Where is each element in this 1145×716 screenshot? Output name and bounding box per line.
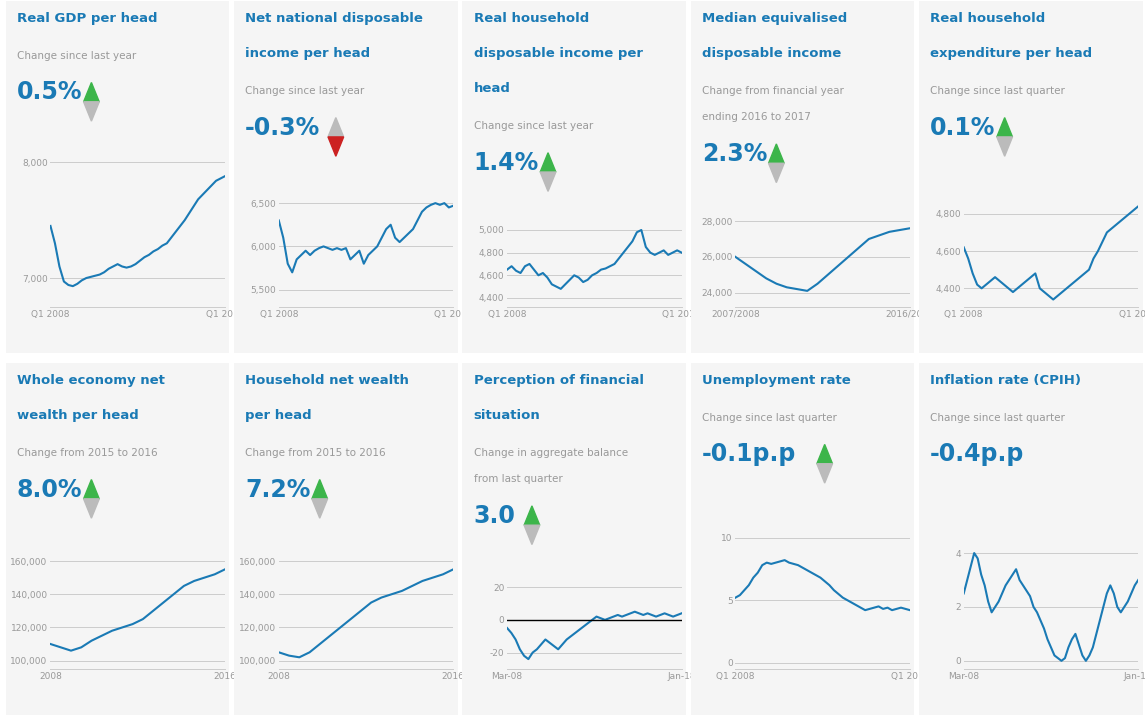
Text: Change from financial year: Change from financial year [702, 86, 844, 96]
Text: 3.0: 3.0 [474, 504, 515, 528]
Text: head: head [474, 82, 511, 95]
Polygon shape [540, 172, 555, 191]
Text: Real household: Real household [930, 12, 1045, 25]
Text: Change since last quarter: Change since last quarter [702, 412, 837, 422]
Text: Unemployment rate: Unemployment rate [702, 374, 851, 387]
Text: from last quarter: from last quarter [474, 474, 562, 484]
Text: disposable income per: disposable income per [474, 47, 642, 60]
Text: 2.3%: 2.3% [702, 142, 767, 166]
Text: 1.4%: 1.4% [474, 150, 539, 175]
Text: 8.0%: 8.0% [17, 478, 82, 501]
Text: Change since last quarter: Change since last quarter [930, 86, 1065, 96]
Text: Real household: Real household [474, 12, 589, 25]
Polygon shape [524, 526, 539, 544]
Text: 0.1%: 0.1% [930, 115, 995, 140]
Text: -0.1p.p: -0.1p.p [702, 442, 796, 466]
Text: Change since last year: Change since last year [245, 86, 364, 96]
Text: income per head: income per head [245, 47, 370, 60]
Polygon shape [311, 499, 327, 518]
Polygon shape [84, 82, 100, 102]
Text: wealth per head: wealth per head [17, 409, 139, 422]
Text: Change since last year: Change since last year [17, 51, 136, 61]
Text: expenditure per head: expenditure per head [930, 47, 1092, 60]
Polygon shape [327, 117, 344, 137]
Text: Median equivalised: Median equivalised [702, 12, 847, 25]
Text: Inflation rate (CPIH): Inflation rate (CPIH) [930, 374, 1081, 387]
Text: per head: per head [245, 409, 311, 422]
Text: Change since last year: Change since last year [474, 121, 593, 131]
Polygon shape [311, 480, 327, 499]
Polygon shape [540, 153, 555, 172]
Text: ending 2016 to 2017: ending 2016 to 2017 [702, 112, 811, 122]
Polygon shape [997, 117, 1012, 137]
Text: Change from 2015 to 2016: Change from 2015 to 2016 [17, 448, 158, 458]
Polygon shape [997, 137, 1012, 156]
Polygon shape [84, 499, 100, 518]
Text: Household net wealth: Household net wealth [245, 374, 409, 387]
Polygon shape [84, 480, 100, 499]
Text: Change since last quarter: Change since last quarter [930, 412, 1065, 422]
Text: Change in aggregate balance: Change in aggregate balance [474, 448, 627, 458]
Text: 0.5%: 0.5% [17, 80, 82, 105]
Text: Whole economy net: Whole economy net [17, 374, 165, 387]
Polygon shape [768, 163, 784, 183]
Text: 7.2%: 7.2% [245, 478, 310, 501]
Text: Net national disposable: Net national disposable [245, 12, 424, 25]
Text: disposable income: disposable income [702, 47, 842, 60]
Text: -0.3%: -0.3% [245, 115, 321, 140]
Text: situation: situation [474, 409, 540, 422]
Polygon shape [816, 464, 832, 483]
Polygon shape [768, 144, 784, 163]
Polygon shape [84, 102, 100, 121]
Polygon shape [524, 506, 539, 526]
Text: Perception of financial: Perception of financial [474, 374, 643, 387]
Text: -0.4p.p: -0.4p.p [930, 442, 1025, 466]
Polygon shape [816, 445, 832, 464]
Text: Change from 2015 to 2016: Change from 2015 to 2016 [245, 448, 386, 458]
Polygon shape [327, 137, 344, 156]
Text: Real GDP per head: Real GDP per head [17, 12, 157, 25]
